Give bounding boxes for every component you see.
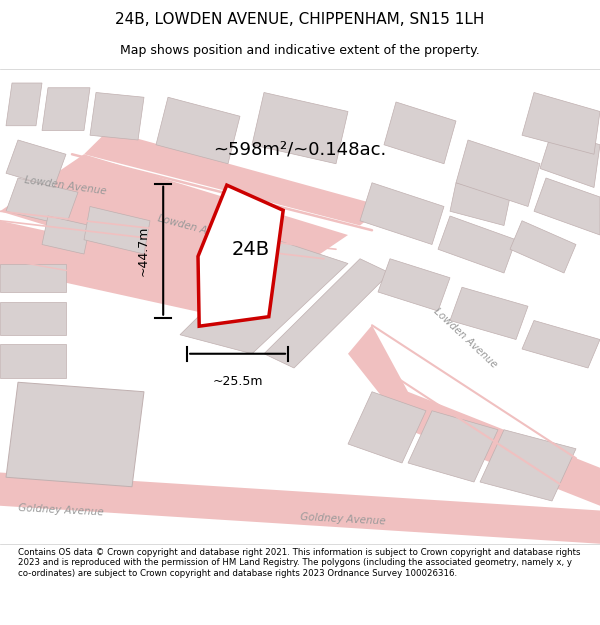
Polygon shape (84, 206, 150, 254)
Polygon shape (0, 240, 228, 306)
Text: Map shows position and indicative extent of the property.: Map shows position and indicative extent… (120, 44, 480, 58)
Polygon shape (252, 92, 348, 164)
Polygon shape (6, 178, 78, 226)
Text: Lowden Avenue: Lowden Avenue (24, 175, 107, 197)
Polygon shape (198, 185, 283, 326)
Polygon shape (90, 92, 144, 140)
Polygon shape (348, 325, 600, 506)
Polygon shape (264, 259, 390, 368)
Polygon shape (42, 216, 90, 254)
Polygon shape (0, 221, 216, 316)
Polygon shape (348, 392, 426, 463)
Text: Goldney Avenue: Goldney Avenue (300, 512, 386, 527)
Polygon shape (0, 472, 600, 544)
Polygon shape (180, 240, 348, 354)
Polygon shape (6, 382, 144, 487)
Polygon shape (0, 344, 66, 377)
Polygon shape (0, 264, 66, 292)
Polygon shape (42, 88, 90, 131)
Polygon shape (0, 154, 348, 292)
Text: Contains OS data © Crown copyright and database right 2021. This information is : Contains OS data © Crown copyright and d… (18, 548, 581, 578)
Polygon shape (480, 430, 576, 501)
Polygon shape (522, 92, 600, 154)
Polygon shape (378, 259, 450, 311)
Polygon shape (510, 221, 576, 273)
Text: 24B, LOWDEN AVENUE, CHIPPENHAM, SN15 1LH: 24B, LOWDEN AVENUE, CHIPPENHAM, SN15 1LH (115, 12, 485, 27)
Polygon shape (84, 131, 384, 226)
Polygon shape (384, 102, 456, 164)
Polygon shape (6, 83, 42, 126)
Text: Goldney Avenue: Goldney Avenue (18, 503, 104, 518)
Polygon shape (450, 288, 528, 339)
Polygon shape (540, 131, 600, 188)
Polygon shape (360, 182, 444, 244)
Polygon shape (534, 178, 600, 235)
Polygon shape (522, 321, 600, 368)
Polygon shape (438, 216, 516, 273)
Polygon shape (450, 182, 510, 226)
Polygon shape (156, 98, 240, 164)
Text: ~598m²/~0.148ac.: ~598m²/~0.148ac. (214, 141, 386, 159)
Polygon shape (6, 140, 66, 188)
Polygon shape (0, 301, 66, 335)
Text: 24B: 24B (231, 240, 269, 259)
Text: Lowden Avenue: Lowden Avenue (432, 306, 499, 370)
Polygon shape (456, 140, 540, 206)
Text: Lowden Avenue: Lowden Avenue (156, 213, 239, 244)
Text: ~44.7m: ~44.7m (137, 226, 150, 276)
Polygon shape (408, 411, 498, 482)
Text: ~25.5m: ~25.5m (212, 375, 263, 388)
